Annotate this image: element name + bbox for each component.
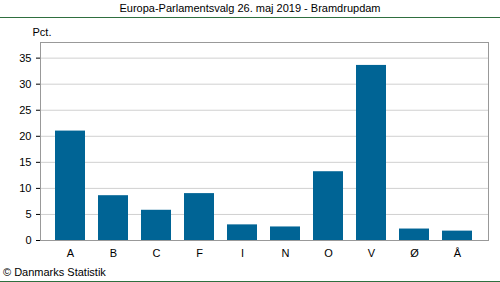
svg-text:5: 5 xyxy=(25,208,31,220)
svg-text:Pct.: Pct. xyxy=(33,26,52,38)
svg-text:30: 30 xyxy=(19,78,31,90)
svg-text:25: 25 xyxy=(19,104,31,116)
html-text:© Danmarks Statistik: © Danmarks Statistik xyxy=(3,266,106,278)
svg-text:V: V xyxy=(368,247,376,259)
svg-text:N: N xyxy=(282,247,290,259)
svg-text:A: A xyxy=(67,247,75,259)
svg-text:Ø: Ø xyxy=(410,247,419,259)
svg-text:Å: Å xyxy=(454,247,462,259)
svg-text:20: 20 xyxy=(19,130,31,142)
svg-text:F: F xyxy=(196,247,203,259)
svg-text:I: I xyxy=(241,247,244,259)
svg-text:B: B xyxy=(110,247,117,259)
svg-text:O: O xyxy=(324,247,333,259)
svg-text:15: 15 xyxy=(19,156,31,168)
html-text:Europa-Parlamentsvalg 26. maj: Europa-Parlamentsvalg 26. maj 2019 - Bra… xyxy=(119,2,381,14)
svg-text:35: 35 xyxy=(19,52,31,64)
svg-text:0: 0 xyxy=(25,234,31,246)
svg-text:C: C xyxy=(153,247,161,259)
svg-text:10: 10 xyxy=(19,182,31,194)
